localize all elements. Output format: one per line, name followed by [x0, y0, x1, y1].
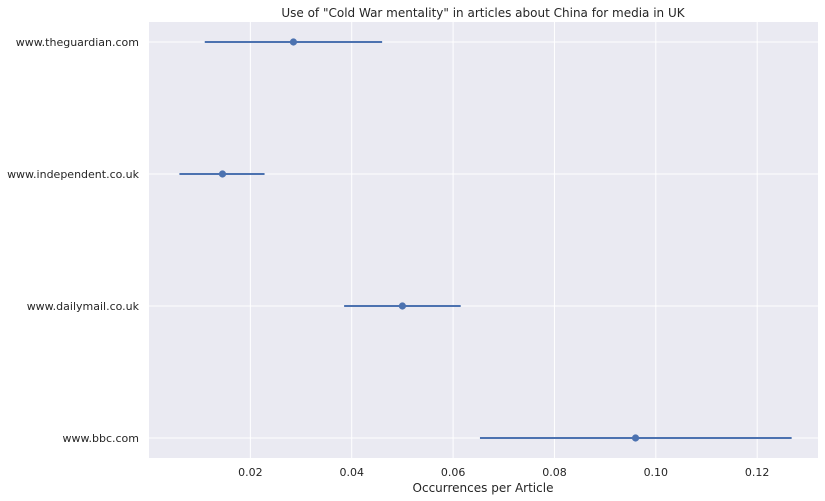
x-tick-label: 0.04: [339, 466, 364, 479]
data-point: [398, 302, 407, 310]
data-point: [289, 38, 298, 46]
x-tick-label: 0.02: [238, 466, 263, 479]
x-tick-label: 0.10: [644, 466, 669, 479]
data-point: [218, 170, 227, 178]
y-tick-label: www.dailymail.co.uk: [27, 300, 140, 313]
plot-area: [149, 22, 818, 458]
x-tick-label: 0.12: [745, 466, 770, 479]
data-marks: [179, 38, 792, 442]
chart-title: Use of "Cold War mentality" in articles …: [281, 6, 685, 20]
x-axis-label: Occurrences per Article: [413, 481, 554, 495]
y-tick-labels: www.theguardian.com www.independent.co.uk…: [7, 36, 140, 445]
y-tick-label: www.theguardian.com: [16, 36, 139, 49]
data-point: [631, 434, 640, 442]
x-tick-label: 0.08: [542, 466, 567, 479]
x-tick-labels: 0.02 0.04 0.06 0.08 0.10 0.12: [238, 466, 769, 479]
x-gridlines: [249, 22, 758, 458]
y-tick-label: www.bbc.com: [63, 432, 139, 445]
y-tick-label: www.independent.co.uk: [7, 168, 140, 181]
x-tick-label: 0.06: [441, 466, 466, 479]
